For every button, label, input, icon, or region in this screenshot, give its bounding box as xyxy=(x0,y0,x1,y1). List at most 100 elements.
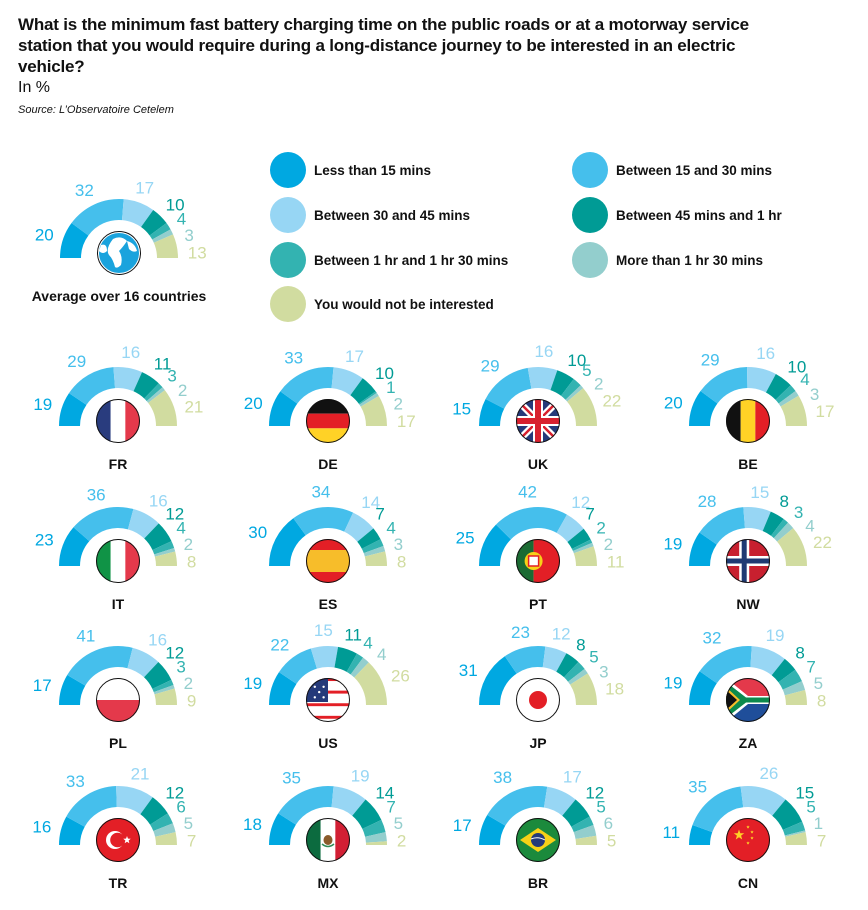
gauge-segment xyxy=(331,367,363,396)
gauge-value-label: 3 xyxy=(394,535,403,554)
gauge-segment xyxy=(692,786,744,833)
gauge-value-label: 16 xyxy=(148,630,167,649)
gauge-segment xyxy=(780,395,807,426)
gauge-segment xyxy=(113,367,143,392)
legend-label: Between 15 and 30 mins xyxy=(616,162,773,178)
gauge-segment xyxy=(354,662,387,705)
gauge-segment xyxy=(771,519,789,539)
south-africa-flag-icon xyxy=(726,678,770,722)
gauge-value-label: 17 xyxy=(816,402,835,421)
norway-flag-icon xyxy=(726,539,770,583)
gauge-value-label: 23 xyxy=(511,623,530,642)
gauge-segment xyxy=(153,234,178,258)
gauge-segment xyxy=(572,542,594,554)
gauge-segment xyxy=(280,367,334,404)
gauge-value-label: 3 xyxy=(167,366,176,385)
gauge-value-label: 21 xyxy=(184,398,203,417)
gauge-value-label: 21 xyxy=(131,764,150,783)
gauge-segment xyxy=(331,786,366,816)
gauge-value-label: 20 xyxy=(664,394,683,413)
gauge-segment xyxy=(361,539,384,554)
gauge-segment xyxy=(495,507,567,540)
gauge-segment xyxy=(565,385,584,402)
poland-flag-icon xyxy=(96,678,140,722)
legend-label: You would not be interested xyxy=(314,296,494,312)
legend-swatch xyxy=(270,242,306,278)
gauge-value-label: 2 xyxy=(594,375,603,394)
gauge-value-label: 11 xyxy=(344,625,362,644)
gauge-segment xyxy=(568,668,588,685)
gauge-segment xyxy=(310,646,339,669)
gauge-value-label: 15 xyxy=(795,783,814,802)
legend-item: Between 1 hr and 1 hr 30 mins xyxy=(270,242,508,278)
gauge-segment xyxy=(66,786,117,827)
gauge-value-label: 22 xyxy=(813,533,832,552)
gauge-segment xyxy=(359,392,379,407)
gauge-value-label: 8 xyxy=(576,635,585,654)
gauge-value-label: 26 xyxy=(759,764,778,783)
gauge-segment xyxy=(334,646,357,672)
country-label: MX xyxy=(318,875,340,891)
gauge-segment xyxy=(350,657,369,678)
gauge-value-label: 2 xyxy=(394,394,403,413)
gauge-value-label: 1 xyxy=(814,814,823,833)
gauge-value-label: 29 xyxy=(67,352,86,371)
country-label: TR xyxy=(109,875,128,891)
gauge-value-label: 42 xyxy=(518,483,537,502)
gauge-segment xyxy=(59,674,86,705)
gauge-value-label: 16 xyxy=(756,344,775,363)
usa-flag-icon xyxy=(306,678,350,722)
gauge-segment xyxy=(152,541,175,555)
unit-label: In % xyxy=(18,79,51,96)
gauge-segment xyxy=(144,383,163,402)
gauge-segment xyxy=(144,661,172,689)
gauge-value-label: 3 xyxy=(599,663,608,682)
gauge-segment xyxy=(344,512,374,542)
gauge-value-label: 7 xyxy=(375,504,384,523)
gauge-segment xyxy=(144,523,172,550)
gauge-segment xyxy=(570,673,597,705)
gauge-segment xyxy=(765,373,791,400)
gauge-value-label: 7 xyxy=(806,657,815,676)
gauge-value-label: 33 xyxy=(66,772,85,791)
legend-label: Between 1 hr and 1 hr 30 mins xyxy=(314,252,509,268)
gauge-value-label: 19 xyxy=(766,626,785,645)
gauge-segment xyxy=(556,653,579,678)
legend-swatch xyxy=(572,242,608,278)
country-label: ES xyxy=(319,596,338,612)
country-label: US xyxy=(318,735,337,751)
gauge-segment xyxy=(278,785,334,825)
gauge-value-label: 18 xyxy=(243,815,262,834)
gauge-value-label: 5 xyxy=(607,832,616,851)
gauge-value-label: 12 xyxy=(165,783,184,802)
gauge-segment xyxy=(269,672,297,705)
gauge-value-label: 19 xyxy=(664,674,683,693)
gauge-segment xyxy=(699,645,752,684)
gauge-value-label: 10 xyxy=(787,357,806,376)
gauge-segment xyxy=(479,814,506,845)
legend-swatch xyxy=(270,197,306,233)
gauge-value-label: 22 xyxy=(270,636,289,655)
gauge-value-label: 22 xyxy=(602,391,621,410)
legend-item: Between 30 and 45 mins xyxy=(270,197,470,233)
legend-item: Less than 15 mins xyxy=(270,152,431,188)
gauge-value-label: 8 xyxy=(397,553,406,572)
gauge-segment xyxy=(116,786,153,815)
gauge-value-label: 10 xyxy=(375,364,394,383)
gauge-value-label: 32 xyxy=(703,628,722,647)
gauge-segment xyxy=(567,528,591,549)
gauge-value-label: 15 xyxy=(452,399,471,418)
gauge-value-label: 3 xyxy=(810,385,819,404)
gauge-segment xyxy=(155,832,177,845)
legend-label: Between 30 and 45 mins xyxy=(314,207,471,223)
gauge-segment xyxy=(485,367,532,409)
gauge-value-label: 5 xyxy=(596,797,605,816)
gauge-value-label: 17 xyxy=(345,347,364,366)
gauge-value-label: 19 xyxy=(33,395,52,414)
gauge-segment xyxy=(573,546,597,566)
